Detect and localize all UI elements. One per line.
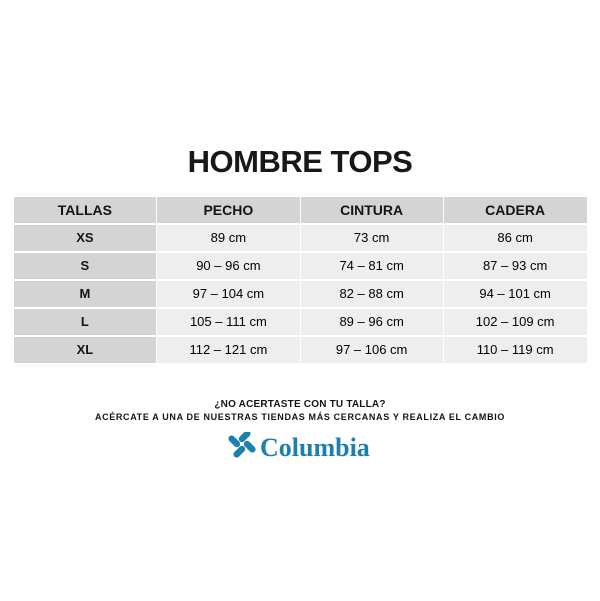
svg-text:Columbia: Columbia	[260, 433, 370, 462]
